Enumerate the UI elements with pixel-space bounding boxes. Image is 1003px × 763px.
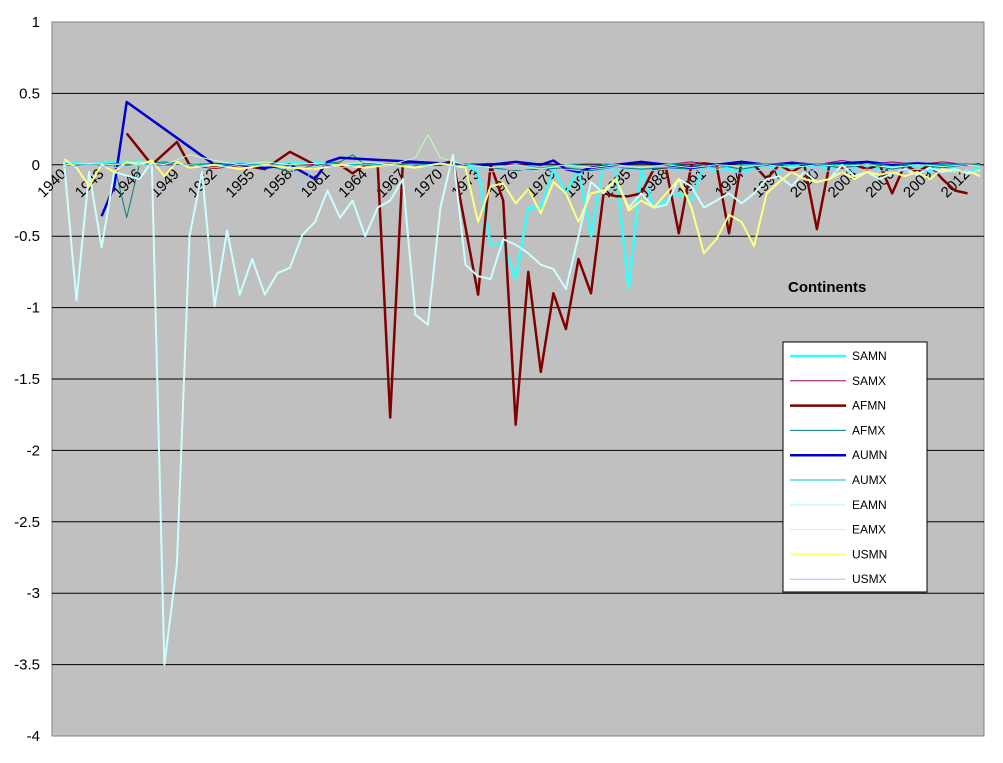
series-lines (63, 100, 981, 666)
y-tick-label: -3.5 (14, 657, 40, 674)
y-tick-label: -4 (27, 728, 40, 745)
legend-label-usmx: USMX (852, 572, 887, 586)
y-tick-label: 0 (32, 157, 40, 174)
y-tick-label: -1 (27, 300, 40, 317)
legend-label-eamx: EAMX (852, 523, 886, 537)
legend-box (782, 341, 928, 593)
series-line-usmx (63, 164, 981, 187)
y-tick-label: -1.5 (14, 371, 40, 388)
series-line-usmn (63, 158, 981, 255)
legend-label-afmn: AFMN (852, 399, 886, 413)
y-tick-label: 0.5 (19, 85, 40, 102)
legend-label-aumn: AUMN (852, 448, 887, 462)
legend-label-samx: SAMX (852, 374, 886, 388)
chart-title: Continents (788, 279, 866, 296)
legend-label-afmx: AFMX (852, 423, 885, 437)
series-line-eamx (63, 134, 981, 170)
legend-label-usmn: USMN (852, 547, 887, 561)
legend-items: SAMN SAMX AFMN AFMX AUMN AUMX EAMN EAMX USMN USMX (790, 349, 887, 586)
legend-label-samn: SAMN (852, 349, 887, 363)
y-axis-ticks: 1 0.5 0 -0.5 -1 -1.5 -2 -2.5 -3 -3.5 -4 (14, 14, 40, 745)
y-tick-label: 1 (32, 14, 40, 31)
y-tick-label: -2 (27, 442, 40, 459)
y-tick-label: -0.5 (14, 228, 40, 245)
y-tick-label: -3 (27, 585, 40, 602)
y-tick-label: -2.5 (14, 514, 40, 531)
legend-label-eamn: EAMN (852, 498, 887, 512)
legend-label-aumx: AUMX (852, 473, 887, 487)
legend: SAMN SAMX AFMN AFMX AUMN AUMX EAMN EAMX USMN USMX (782, 341, 928, 593)
